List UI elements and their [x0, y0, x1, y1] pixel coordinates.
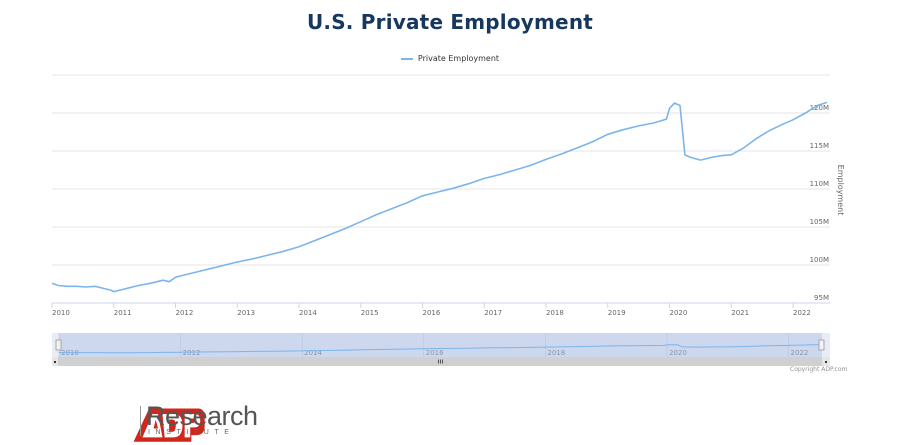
x-tick-label: 2016: [423, 309, 441, 317]
y-axis-title: Employment: [836, 165, 845, 216]
x-tick-label: 2022: [793, 309, 811, 317]
logo-research-text: Research: [146, 401, 258, 431]
copyright-link[interactable]: Copyright ADP.com: [790, 366, 848, 373]
x-tick-label: 2014: [299, 309, 317, 317]
scrollbar-grip-icon: [438, 359, 443, 364]
x-tick-label: 2019: [608, 309, 626, 317]
x-tick-label: 2018: [546, 309, 564, 317]
navigator-series-line: [58, 344, 823, 354]
navigator-tick-label: 2016: [426, 349, 444, 357]
scroll-left-arrow-icon: [54, 361, 56, 363]
navigator-tick-label: 2022: [791, 349, 809, 357]
x-tick-label: 2011: [114, 309, 132, 317]
navigator-tick-label: 2014: [304, 349, 322, 357]
x-tick-label: 2017: [484, 309, 502, 317]
x-tick-label: 2010: [52, 309, 70, 317]
y-tick-label: 100M: [810, 256, 829, 264]
gridlines: [52, 74, 830, 266]
legend-line-swatch: [400, 57, 413, 60]
y-tick-label: 95M: [814, 294, 829, 302]
navigator-right-handle[interactable]: [818, 339, 825, 351]
x-tick-label: 2015: [361, 309, 379, 317]
y-tick-label: 110M: [810, 180, 829, 188]
adp-logo-icon: [133, 408, 205, 442]
legend-item[interactable]: Private Employment: [0, 54, 900, 63]
navigator-selected-range[interactable]: [59, 333, 822, 357]
x-tick-label: 2013: [237, 309, 255, 317]
navigator-left-handle[interactable]: [55, 339, 62, 351]
series-line-private-employment: [51, 101, 828, 293]
y-axis-ticks: 95M 100M 105M 110M 115M 120M: [810, 104, 829, 302]
y-tick-label: 115M: [810, 142, 829, 150]
x-axis-ticks: 2010 2011 2012 2013 2014 2015 2016 2017 2018 2019…: [51, 303, 811, 317]
y-tick-label: 105M: [810, 218, 829, 226]
x-tick-label: 2012: [176, 309, 194, 317]
x-tick-label: 2020: [670, 309, 688, 317]
x-tick-label: 2021: [731, 309, 749, 317]
chart-title: U.S. Private Employment: [306, 10, 594, 34]
navigator-tick-label: 2012: [183, 349, 201, 357]
scroll-right-arrow-icon: [825, 361, 827, 363]
logo-institute-text: INSTITUTE: [148, 429, 235, 436]
logo-divider: [140, 406, 141, 436]
legend-label: Private Employment: [417, 54, 500, 63]
navigator[interactable]: 2010 2012 2014 2016 2018 2020 2022: [52, 333, 830, 366]
navigator-tick-label: 2020: [669, 349, 687, 357]
y-tick-label: 120M: [810, 104, 829, 112]
navigator-tick-label: 2018: [547, 349, 565, 357]
